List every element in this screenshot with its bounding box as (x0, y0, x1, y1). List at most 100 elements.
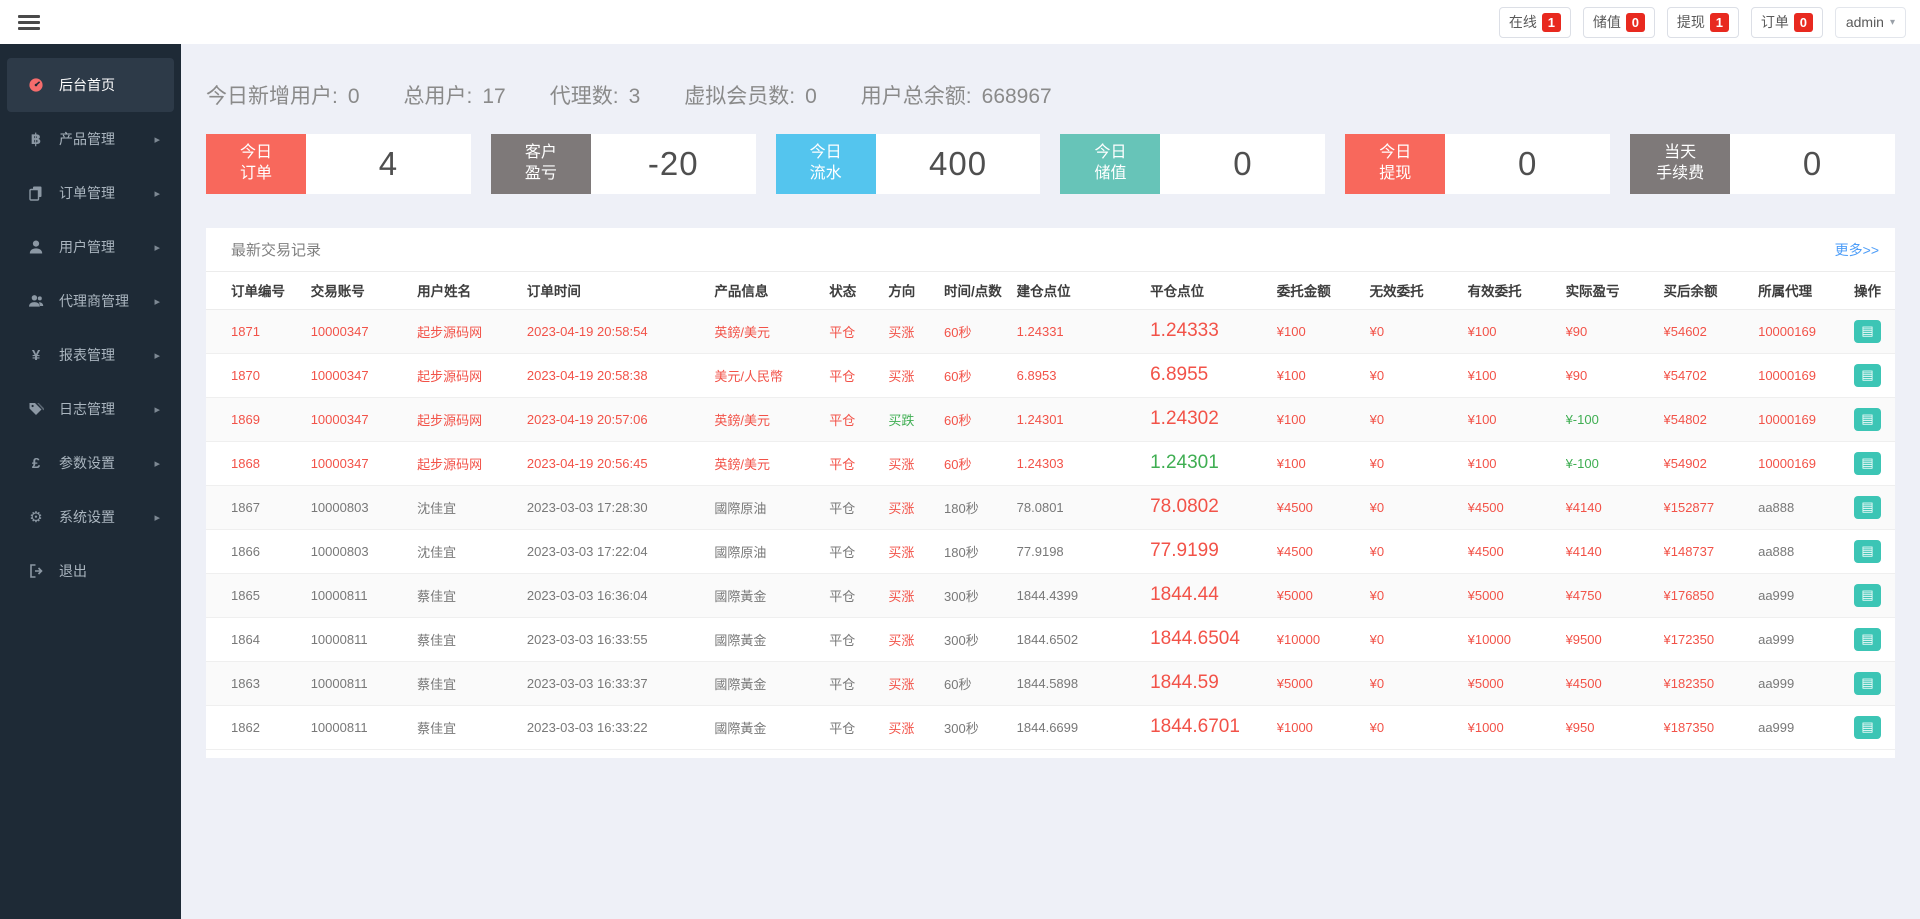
cell-id: 1869 (206, 397, 311, 442)
topbar-counter-label: 提现 (1676, 14, 1705, 30)
main-content: 今日新增用户: 0 总用户: 17 代理数: 3 虚拟会员数: 0 用户总余额: 668967 今… (181, 44, 1920, 919)
column-header-balance: 买后余额 (1663, 272, 1759, 310)
cell-product: 國際原油 (714, 529, 830, 574)
action-cell: ▤ (1847, 309, 1895, 354)
card-label: 客户 盈亏 (490, 134, 591, 194)
cell-profit: ¥-100 (1565, 397, 1664, 442)
cell-name: 蔡佳宜 (417, 573, 527, 618)
column-header-duration: 时间/点数 (944, 272, 1017, 310)
hamburger-menu-icon[interactable] (18, 12, 40, 33)
cell-duration: 300秒 (944, 617, 1017, 662)
cell-close: 1844.6701 (1150, 705, 1277, 750)
topbar-counter-提现[interactable]: 提现 1 (1666, 6, 1739, 38)
card-value: 400 (875, 134, 1041, 194)
sidebar-item-用户管理[interactable]: 用户管理 ▸ (7, 220, 174, 274)
stat-item: 虚拟会员数: 0 (684, 80, 817, 110)
cell-close: 1.24301 (1150, 441, 1277, 486)
stat-value: 668967 (981, 85, 1052, 108)
topbar-counter-订单[interactable]: 订单 0 (1750, 6, 1823, 38)
card-label-line: 提现 (1379, 165, 1412, 182)
gears-icon: ⚙ (29, 509, 43, 526)
chevron-right-icon: ▸ (154, 511, 160, 524)
card-label: 今日 储值 (1060, 134, 1161, 194)
cell-balance: ¥172350 (1663, 617, 1759, 662)
count-badge: 1 (1541, 12, 1561, 32)
cell-valid: ¥100 (1467, 397, 1566, 442)
sidebar-item-label: 退出 (59, 563, 87, 579)
row-detail-button[interactable]: ▤ (1854, 363, 1881, 387)
cell-status: 平仓 (829, 529, 889, 574)
column-header-time: 订单时间 (526, 272, 715, 310)
row-detail-button[interactable]: ▤ (1854, 715, 1881, 739)
row-detail-button[interactable]: ▤ (1854, 671, 1881, 695)
cell-account: 10000347 (310, 441, 418, 486)
column-header-id: 订单编号 (206, 272, 311, 310)
cell-direction: 买涨 (888, 353, 945, 398)
sidebar-item-报表管理[interactable]: ¥ 报表管理 ▸ (7, 328, 174, 382)
action-cell: ▤ (1847, 441, 1895, 486)
row-detail-button[interactable]: ▤ (1854, 319, 1881, 343)
card-label-line: 盈亏 (524, 165, 557, 182)
cell-agent: 10000169 (1758, 309, 1848, 354)
cell-balance: ¥54802 (1663, 397, 1759, 442)
stat-value: 3 (628, 85, 641, 108)
cell-invalid: ¥0 (1369, 353, 1468, 398)
list-icon: ▤ (1861, 587, 1874, 602)
cell-invalid: ¥0 (1369, 309, 1468, 354)
topbar-counter-储值[interactable]: 储值 0 (1582, 6, 1655, 38)
sidebar-item-label: 参数设置 (59, 455, 115, 471)
card-label-line: 今日 (1379, 144, 1412, 162)
cell-time: 2023-04-19 20:57:06 (526, 397, 715, 442)
cell-profit: ¥950 (1565, 705, 1664, 750)
sidebar-item-后台首页[interactable]: 后台首页 (7, 58, 174, 112)
cell-open: 1844.6699 (1016, 705, 1151, 750)
cell-profit: ¥90 (1565, 353, 1664, 398)
cell-account: 10000803 (310, 529, 418, 574)
cell-direction: 买涨 (888, 573, 945, 618)
sidebar-item-产品管理[interactable]: ฿ 产品管理 ▸ (7, 112, 174, 166)
topbar-counter-在线[interactable]: 在线 1 (1498, 6, 1571, 38)
cell-product: 美元/人民幣 (714, 353, 830, 398)
cell-id: 1868 (206, 441, 311, 486)
sidebar-item-系统设置[interactable]: ⚙ 系统设置 ▸ (7, 490, 174, 544)
row-detail-button[interactable]: ▤ (1854, 583, 1881, 607)
column-header-agent: 所属代理 (1758, 272, 1848, 310)
sidebar-item-退出[interactable]: 退出 (7, 544, 174, 598)
column-header-action: 操作 (1847, 272, 1895, 310)
row-detail-button[interactable]: ▤ (1854, 627, 1881, 651)
tags-icon (25, 401, 47, 417)
cell-id: 1866 (206, 529, 311, 574)
cell-agent: aa999 (1758, 617, 1848, 662)
card-label-line: 手续费 (1656, 165, 1705, 182)
cell-name: 起步源码网 (417, 353, 527, 398)
list-icon: ▤ (1861, 719, 1874, 734)
cell-valid: ¥10000 (1467, 617, 1566, 662)
table-row: 1863 10000811 蔡佳宜 2023-03-03 16:33:37 國際黃金 平仓… (206, 661, 1895, 706)
sidebar-item-日志管理[interactable]: 日志管理 ▸ (7, 382, 174, 436)
admin-user-menu[interactable]: admin ▾ (1834, 6, 1906, 38)
cell-agent: 10000169 (1758, 441, 1848, 486)
card-label-line: 储值 (1094, 165, 1127, 182)
cell-open: 1.24301 (1016, 397, 1151, 442)
cell-agent: 10000169 (1758, 397, 1848, 442)
column-header-profit: 实际盈亏 (1565, 272, 1664, 310)
topbar-counter-label: 在线 (1508, 14, 1537, 30)
cell-name: 沈佳宜 (417, 485, 527, 530)
sidebar-item-参数设置[interactable]: £ 参数设置 ▸ (7, 436, 174, 490)
row-detail-button[interactable]: ▤ (1854, 495, 1881, 519)
sidebar-item-订单管理[interactable]: 订单管理 ▸ (7, 166, 174, 220)
row-detail-button[interactable]: ▤ (1854, 451, 1881, 475)
action-cell: ▤ (1847, 705, 1895, 750)
more-link[interactable]: 更多>> (1834, 241, 1879, 258)
card-label-line: 今日 (239, 144, 272, 162)
cell-agent: aa999 (1758, 705, 1848, 750)
row-detail-button[interactable]: ▤ (1854, 539, 1881, 563)
cell-duration: 60秒 (944, 353, 1017, 398)
logout-icon (25, 563, 47, 579)
column-header-valid: 有效委托 (1467, 272, 1566, 310)
sidebar-item-代理商管理[interactable]: 代理商管理 ▸ (7, 274, 174, 328)
cell-account: 10000347 (310, 309, 418, 354)
table-row: 1869 10000347 起步源码网 2023-04-19 20:57:06 英鎊/美… (206, 397, 1895, 442)
cell-id: 1865 (206, 573, 311, 618)
row-detail-button[interactable]: ▤ (1854, 407, 1881, 431)
